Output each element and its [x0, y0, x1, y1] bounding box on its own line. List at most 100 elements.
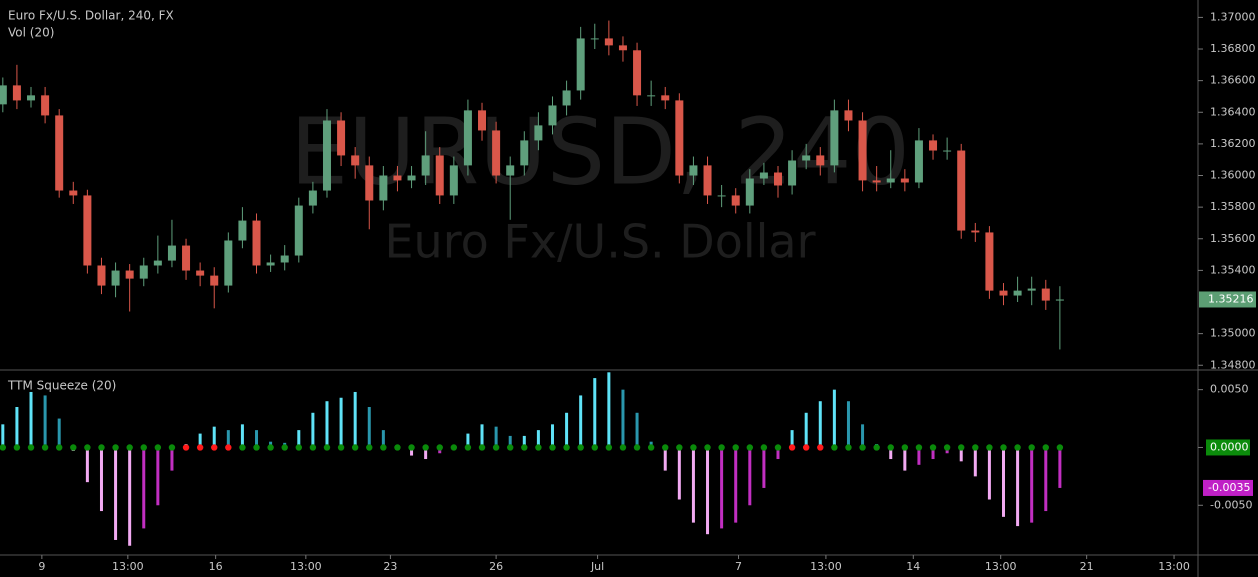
candle-body	[97, 265, 106, 286]
squeeze-dot	[253, 444, 260, 451]
y-tick-label: 1.36800	[1210, 42, 1256, 55]
squeeze-dot	[422, 444, 429, 451]
squeeze-dot	[619, 444, 627, 451]
squeeze-dot	[788, 444, 796, 451]
squeeze-dot	[831, 444, 838, 451]
histogram-bar	[480, 424, 484, 448]
candle-body	[943, 150, 952, 152]
histogram-bar	[466, 433, 470, 448]
y-tick-label: 1.35800	[1210, 200, 1256, 213]
histogram-bar	[311, 412, 315, 448]
histogram-bar	[677, 447, 681, 500]
indicator-title: TTM Squeeze (20)	[7, 379, 116, 393]
chart-title: Euro Fx/U.S. Dollar, 240, FX	[8, 9, 174, 23]
candle-body	[604, 38, 613, 46]
candle-body	[633, 50, 642, 96]
candle-body	[900, 178, 909, 183]
histogram-bar	[297, 430, 301, 448]
histogram-bar	[621, 389, 625, 448]
candle-body	[1041, 288, 1050, 301]
squeeze-dot	[549, 444, 556, 451]
histogram-bar	[128, 447, 132, 546]
squeeze-dot	[27, 444, 35, 451]
x-tick-label: 16	[209, 560, 223, 573]
histogram-bar	[959, 447, 963, 462]
squeeze-dot	[394, 444, 401, 451]
squeeze-dot	[351, 444, 359, 451]
histogram-bar	[410, 447, 414, 456]
squeeze-dot	[1014, 444, 1021, 451]
histogram-bar	[43, 395, 47, 448]
x-tick-label: 13:00	[1158, 560, 1190, 573]
x-tick-label: 23	[383, 560, 397, 573]
squeeze-dot	[873, 444, 880, 451]
squeeze-dot	[267, 444, 274, 451]
squeeze-dot	[802, 444, 810, 451]
squeeze-dot	[1028, 444, 1035, 451]
squeeze-dot	[577, 444, 584, 451]
histogram-bar	[889, 447, 893, 460]
histogram-bar	[1058, 447, 1062, 488]
histogram-bar	[1, 424, 5, 448]
squeeze-dot	[98, 444, 105, 451]
histogram-bar	[762, 447, 766, 488]
candle-body	[125, 270, 134, 279]
candle-body	[717, 195, 726, 197]
histogram-bar	[198, 433, 202, 448]
y-tick-label: 1.36200	[1210, 137, 1256, 150]
y-tick-label: 1.35600	[1210, 232, 1256, 245]
x-tick-label: 9	[38, 560, 45, 573]
squeeze-dot	[168, 444, 176, 451]
histogram-bar	[240, 424, 244, 448]
squeeze-dot	[84, 444, 91, 451]
squeeze-dot	[436, 444, 443, 451]
y-tick-label: 1.34800	[1210, 358, 1256, 371]
squeeze-dot	[408, 444, 415, 451]
squeeze-dot	[309, 444, 317, 451]
squeeze-dot	[845, 444, 852, 451]
histogram-bar	[917, 447, 921, 465]
candle-body	[802, 155, 811, 161]
candle-body	[0, 85, 7, 105]
candle-body	[407, 175, 416, 181]
histogram-bar	[1044, 447, 1048, 512]
histogram-bar	[818, 401, 822, 448]
candle-body	[816, 155, 825, 166]
candle-body	[463, 110, 472, 166]
candle-body	[365, 165, 374, 201]
watermark: EURUSD, 240	[290, 98, 910, 205]
squeeze-dot	[478, 444, 486, 451]
histogram-bar	[607, 372, 611, 448]
candle-body	[167, 245, 176, 261]
candle-body	[478, 110, 487, 131]
y-tick-label: -0.0050	[1210, 498, 1252, 511]
squeeze-dot	[986, 444, 993, 451]
candle-body	[985, 232, 994, 291]
candle-body	[886, 178, 895, 183]
histogram-bar	[973, 447, 977, 477]
candle-body	[111, 270, 120, 286]
candle-body	[675, 100, 684, 176]
candle-body	[590, 38, 599, 40]
candle-body	[971, 230, 980, 233]
histogram-bar	[931, 447, 935, 460]
candle-body	[506, 165, 515, 176]
squeeze-dot	[774, 444, 782, 451]
histogram-bar	[635, 412, 639, 448]
squeeze-dot	[535, 444, 542, 451]
histogram-bar	[381, 430, 385, 448]
x-tick-label: 26	[489, 560, 503, 573]
candle-body	[858, 120, 867, 181]
y-tick-label: 1.37000	[1210, 10, 1256, 23]
candle-body	[294, 205, 303, 256]
squeeze-dot	[704, 444, 711, 451]
x-tick-label: Jul	[590, 560, 604, 573]
histogram-bar	[325, 401, 329, 448]
x-tick-label: 13:00	[112, 560, 144, 573]
candle-body	[153, 260, 162, 266]
price-badge	[1199, 291, 1256, 308]
histogram-bar	[85, 447, 89, 483]
candle-body	[844, 110, 853, 121]
squeeze-dot	[662, 444, 669, 451]
